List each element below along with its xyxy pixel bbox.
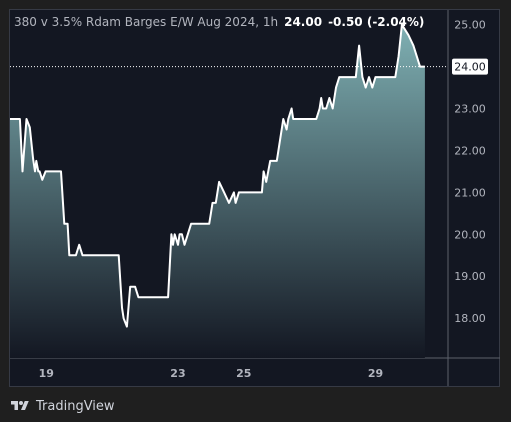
tradingview-branding[interactable]: TradingView bbox=[10, 396, 115, 416]
brand-name: TradingView bbox=[36, 398, 115, 414]
price-line bbox=[10, 23, 425, 328]
x-tick-label: 19 bbox=[39, 367, 54, 380]
symbol-title: 380 v 3.5% Rdam Barges E/W Aug 2024, 1h bbox=[14, 15, 279, 29]
y-tick-label: 23.00 bbox=[454, 103, 486, 116]
current-price-label-bg bbox=[452, 58, 488, 75]
y-tick-label: 22.00 bbox=[454, 144, 486, 157]
current-price-label: 24.00 bbox=[454, 61, 486, 74]
price-change: -0.50 (-2.04%) bbox=[328, 15, 425, 29]
x-tick-label: 23 bbox=[170, 367, 185, 380]
y-tick-label: 18.00 bbox=[454, 312, 486, 325]
y-tick-label: 19.00 bbox=[454, 270, 486, 283]
time-axis[interactable]: 19 23 25 29 bbox=[39, 367, 384, 380]
y-tick-label: 20.00 bbox=[454, 228, 486, 241]
price-area-fill bbox=[10, 24, 425, 358]
symbol-legend[interactable]: 380 v 3.5% Rdam Barges E/W Aug 2024, 1h 2… bbox=[14, 15, 424, 29]
x-tick-label: 29 bbox=[368, 367, 383, 380]
price-axis[interactable]: 18.00 19.00 20.00 21.00 22.00 23.00 25.00 bbox=[454, 19, 486, 325]
y-tick-label: 25.00 bbox=[454, 19, 486, 32]
x-tick-label: 25 bbox=[236, 367, 251, 380]
y-tick-label: 21.00 bbox=[454, 186, 486, 199]
current-price-line: 24.00 bbox=[10, 58, 488, 75]
last-price: 24.00 bbox=[284, 15, 323, 29]
tradingview-logo-icon bbox=[11, 401, 29, 410]
